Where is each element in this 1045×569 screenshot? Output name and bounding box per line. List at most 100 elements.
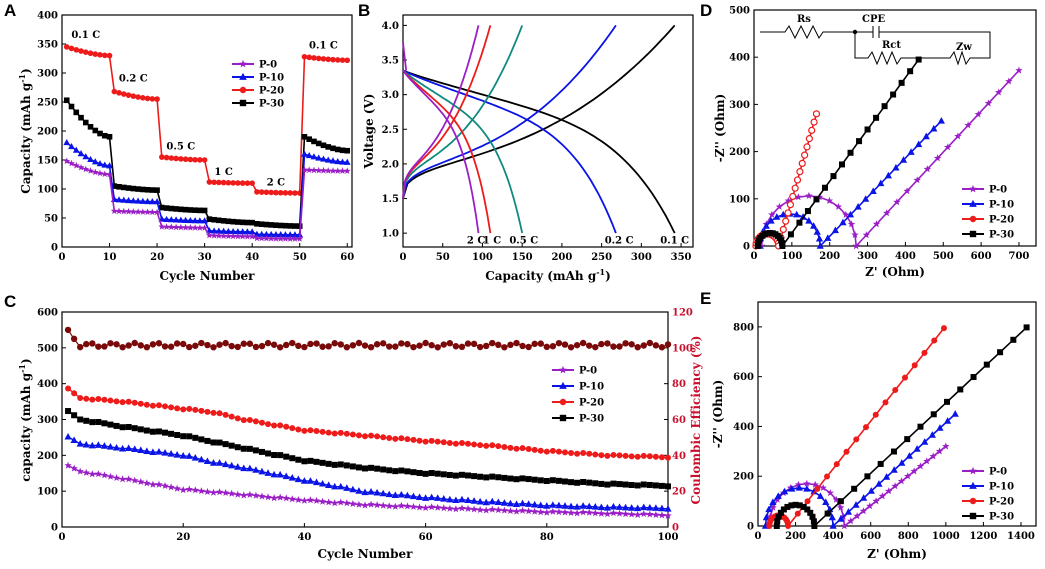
- y-tick-label: 2.0: [382, 159, 399, 170]
- ce-data-point: [646, 339, 654, 347]
- legend-marker-p-30: [969, 512, 977, 520]
- series-line-p-20: [66, 46, 348, 194]
- data-point-p-20: [343, 430, 350, 437]
- data-point-p-20: [344, 57, 351, 64]
- data-point-p-10: [862, 195, 870, 202]
- data-point-p-10: [101, 161, 109, 168]
- data-point-p-0: [68, 159, 75, 167]
- data-point-p-20: [628, 453, 635, 460]
- data-point-p-20: [216, 410, 223, 417]
- data-point-p-0: [155, 480, 163, 488]
- data-point-p-0: [182, 223, 190, 231]
- ce-data-point: [464, 340, 472, 347]
- data-point-p-10: [452, 496, 460, 504]
- data-point-p-20: [440, 439, 447, 446]
- data-point-p-20: [652, 453, 659, 460]
- data-point-p-0: [264, 493, 272, 501]
- legend-label-p-10: P-10: [989, 482, 1014, 493]
- data-point-p-20: [106, 52, 113, 59]
- data-point-p-10: [339, 158, 346, 165]
- data-point-p-30: [957, 386, 964, 393]
- data-point-p-20: [82, 49, 89, 56]
- data-point-p-20: [471, 441, 478, 448]
- data-point-p-0: [609, 509, 618, 517]
- data-point-p-0: [253, 234, 261, 242]
- data-point-p-0: [768, 210, 776, 218]
- data-point-p-10: [788, 484, 796, 492]
- ce-data-point: [246, 340, 254, 347]
- data-point-p-10: [922, 132, 930, 140]
- data-point-p-10: [854, 203, 862, 210]
- panel-b-plot-area: [402, 24, 676, 234]
- data-point-p-10: [597, 503, 605, 511]
- ce-data-point: [186, 343, 193, 351]
- data-point-p-30: [107, 421, 114, 428]
- data-point-p-30: [292, 223, 298, 229]
- data-point-p-0: [82, 165, 90, 173]
- data-point-p-0: [803, 479, 811, 487]
- data-point-p-20: [791, 184, 799, 192]
- data-point-p-10: [248, 228, 256, 235]
- data-point-p-0: [397, 501, 406, 509]
- data-point-p-10: [210, 227, 218, 234]
- data-point-p-10: [115, 196, 123, 203]
- legend-label-p-0: P-0: [989, 467, 1007, 478]
- data-point-p-30: [628, 482, 635, 489]
- data-point-p-30: [140, 186, 146, 193]
- data-point-p-20: [273, 189, 279, 196]
- data-point-p-10: [201, 217, 208, 224]
- ce-data-point: [379, 340, 387, 347]
- data-point-p-10: [943, 417, 952, 424]
- data-point-p-30: [404, 468, 411, 475]
- data-point-p-20: [63, 44, 70, 50]
- panel-a-y-ticks: 0 50 100 150 200 250 300 350 400: [37, 11, 66, 254]
- data-point-p-0: [115, 207, 123, 215]
- data-point-p-0: [866, 502, 874, 510]
- data-point-p-30: [537, 477, 544, 484]
- data-point-p-10: [397, 490, 405, 498]
- data-point-p-0: [766, 512, 774, 520]
- data-point-p-0: [173, 484, 181, 492]
- data-point-p-10: [270, 470, 278, 478]
- ce-data-point: [76, 343, 84, 351]
- data-point-p-10: [774, 492, 782, 499]
- y-tick-label: 3.5: [382, 56, 399, 67]
- x-tick-label: 200: [785, 531, 806, 542]
- legend-marker-p-0: [969, 466, 977, 475]
- data-point-p-10: [476, 497, 484, 505]
- ce-data-point: [634, 344, 641, 351]
- data-point-p-20: [263, 189, 270, 196]
- x-tick-label: 1000: [932, 531, 960, 542]
- ce-data-point: [416, 342, 423, 349]
- data-point-p-20: [230, 180, 236, 186]
- data-point-p-0: [101, 170, 109, 177]
- data-point-p-10: [579, 502, 587, 509]
- data-point-p-20: [95, 395, 102, 402]
- data-point-p-20: [220, 179, 227, 186]
- data-point-p-10: [177, 216, 185, 223]
- data-point-p-30: [410, 469, 417, 476]
- data-point-p-20: [197, 157, 203, 163]
- data-point-p-10: [337, 482, 345, 490]
- circuit-label-rs: Rs: [797, 14, 811, 25]
- y-tick-label: 100: [37, 185, 58, 196]
- data-point-p-0: [446, 504, 454, 512]
- ce-data-point: [155, 340, 163, 347]
- data-point-p-10: [658, 504, 666, 512]
- data-point-p-0: [916, 462, 925, 470]
- x-tick-label: 0: [400, 252, 407, 263]
- data-point-p-10: [112, 443, 121, 451]
- data-point-p-0: [837, 503, 845, 511]
- data-point-p-30: [864, 473, 871, 480]
- y2-tick-label: 100: [672, 343, 693, 354]
- legend-label-p-10: P-10: [989, 200, 1014, 211]
- panel-label-b: B: [358, 1, 370, 20]
- data-point-p-30: [549, 477, 556, 484]
- data-point-p-30: [225, 218, 232, 225]
- data-point-p-30: [452, 472, 459, 479]
- data-point-p-30: [821, 184, 828, 191]
- data-point-p-20: [252, 418, 259, 425]
- data-point-p-30: [155, 428, 162, 435]
- data-point-p-0: [343, 499, 351, 507]
- data-point-p-30: [168, 430, 175, 437]
